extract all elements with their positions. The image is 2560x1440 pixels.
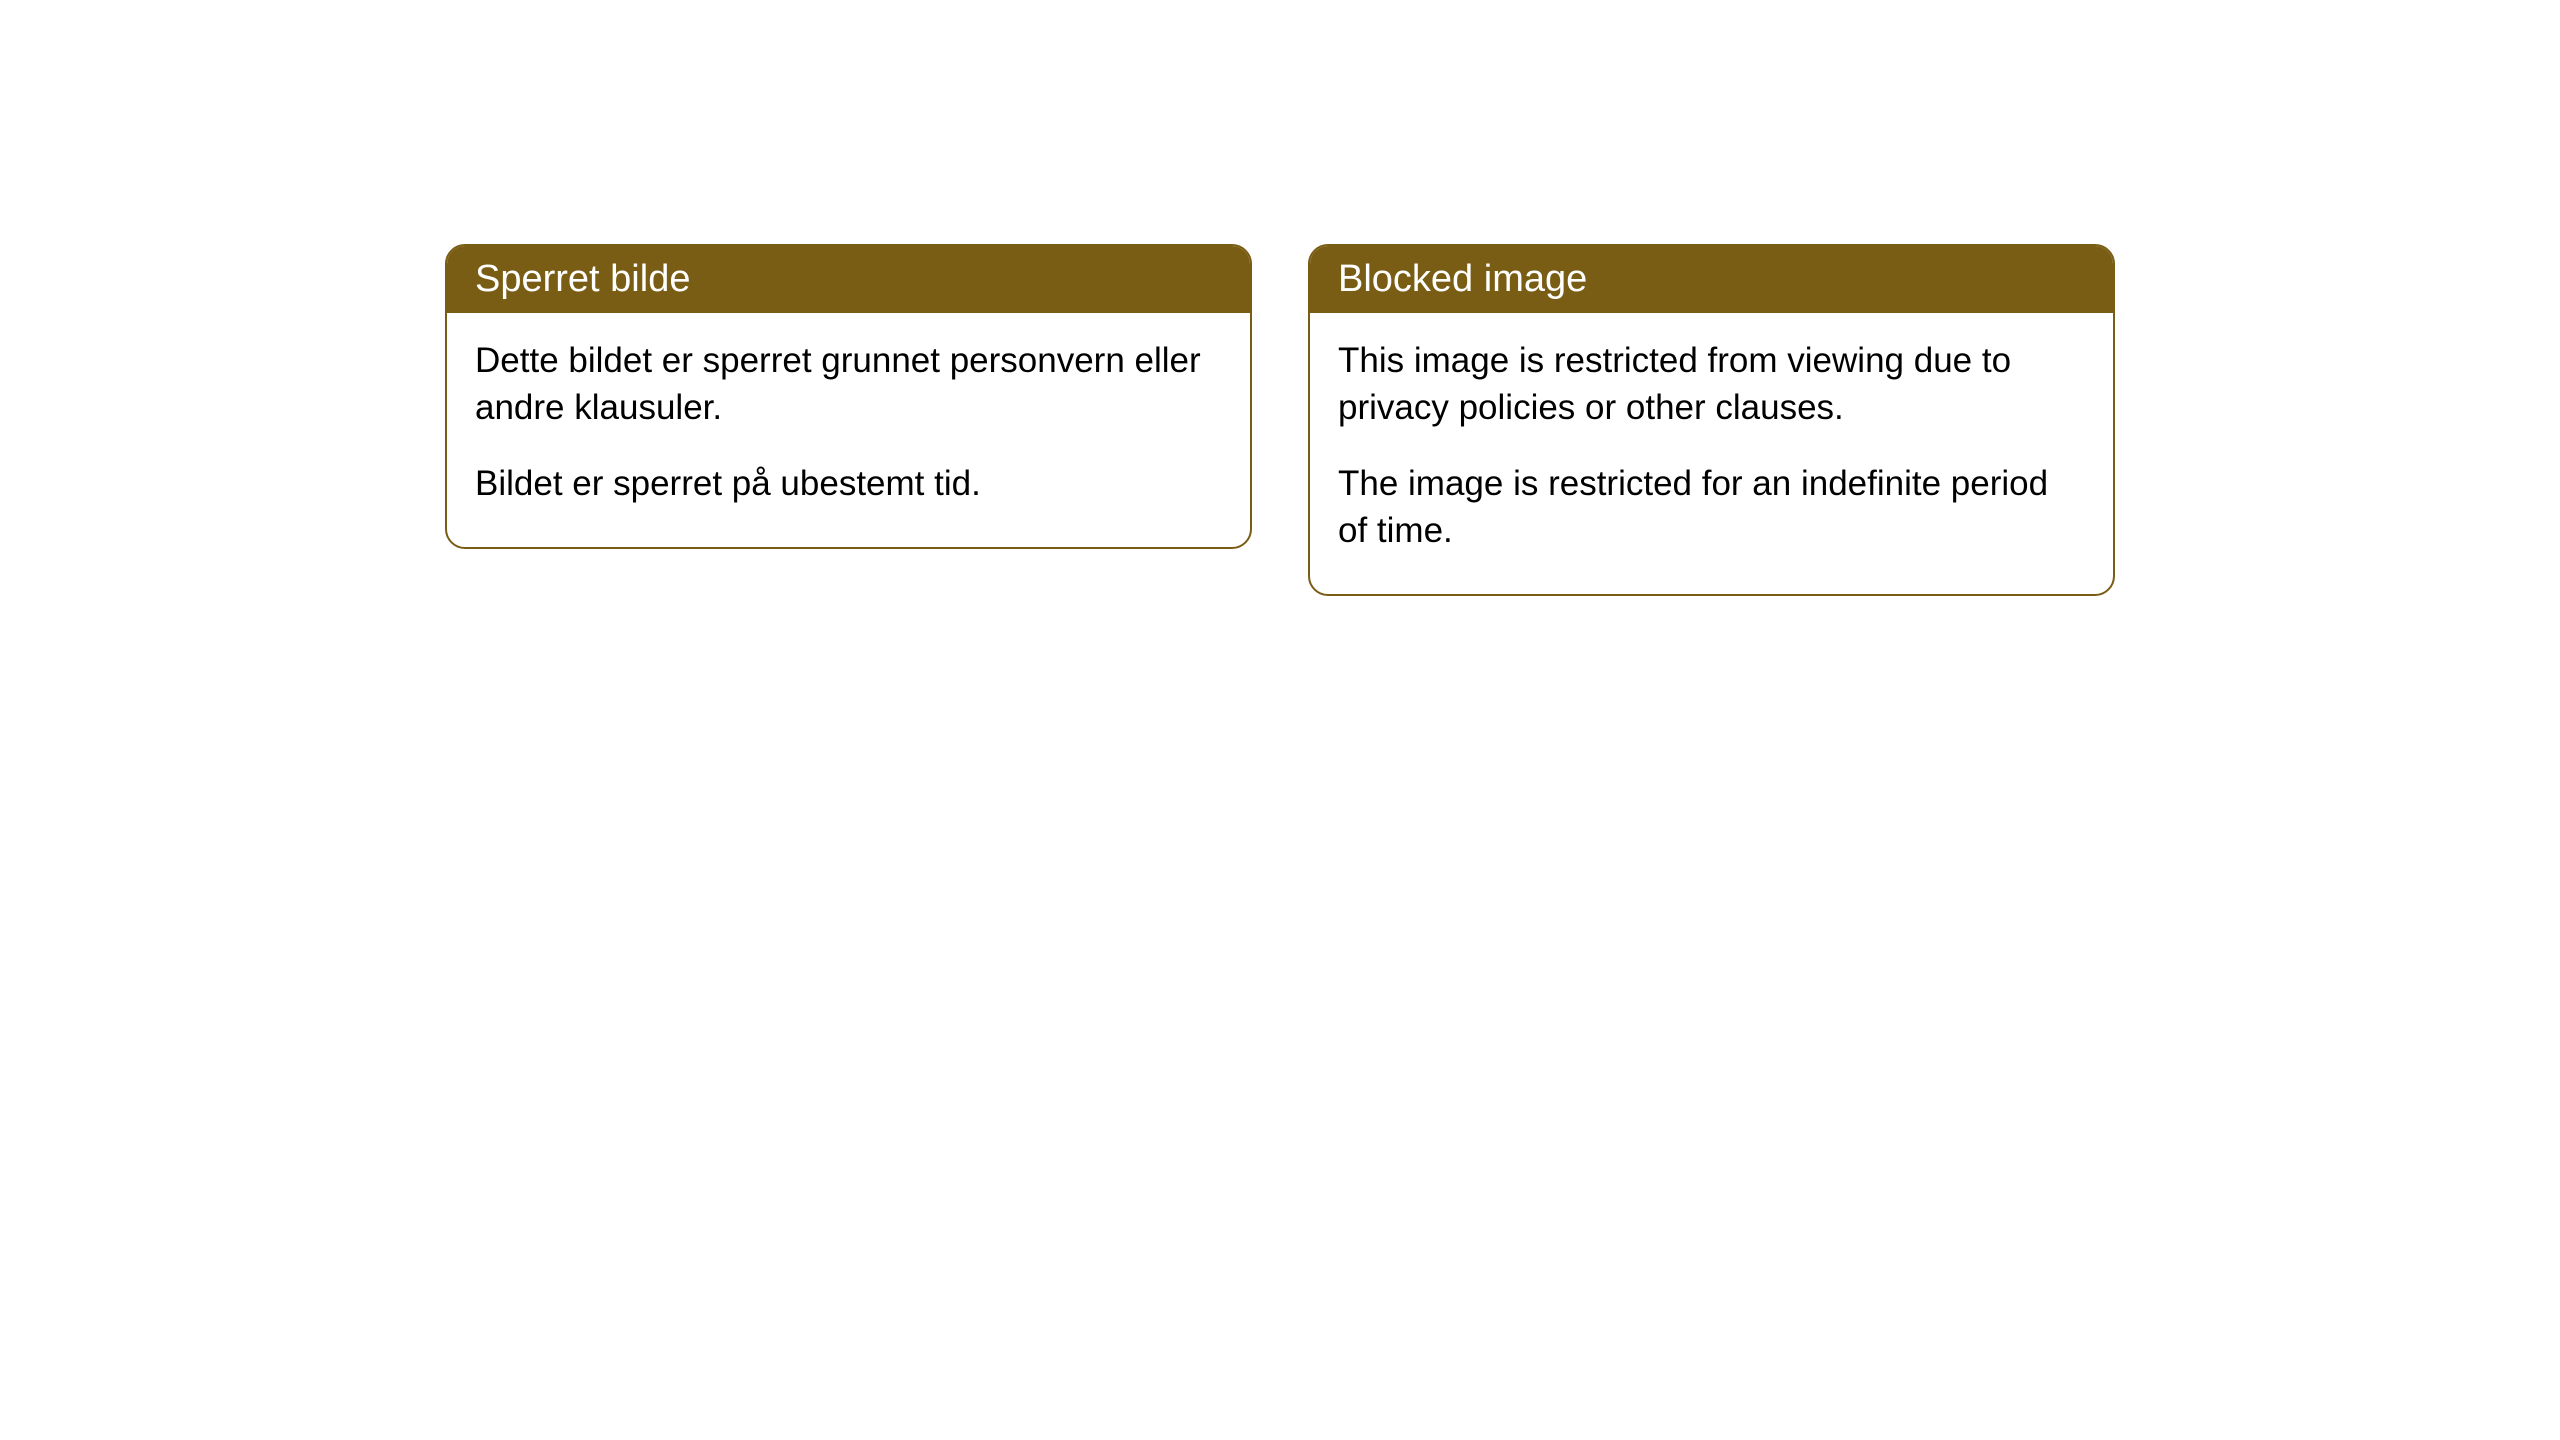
card-body-english: This image is restricted from viewing du… (1310, 313, 2113, 594)
notice-paragraph-1-english: This image is restricted from viewing du… (1338, 337, 2085, 432)
notice-cards-container: Sperret bilde Dette bildet er sperret gr… (445, 244, 2115, 1440)
card-header-english: Blocked image (1310, 246, 2113, 313)
notice-paragraph-2-english: The image is restricted for an indefinit… (1338, 460, 2085, 555)
notice-paragraph-2-norwegian: Bildet er sperret på ubestemt tid. (475, 460, 1222, 507)
card-header-norwegian: Sperret bilde (447, 246, 1250, 313)
blocked-image-card-norwegian: Sperret bilde Dette bildet er sperret gr… (445, 244, 1252, 549)
blocked-image-card-english: Blocked image This image is restricted f… (1308, 244, 2115, 596)
notice-paragraph-1-norwegian: Dette bildet er sperret grunnet personve… (475, 337, 1222, 432)
card-body-norwegian: Dette bildet er sperret grunnet personve… (447, 313, 1250, 547)
